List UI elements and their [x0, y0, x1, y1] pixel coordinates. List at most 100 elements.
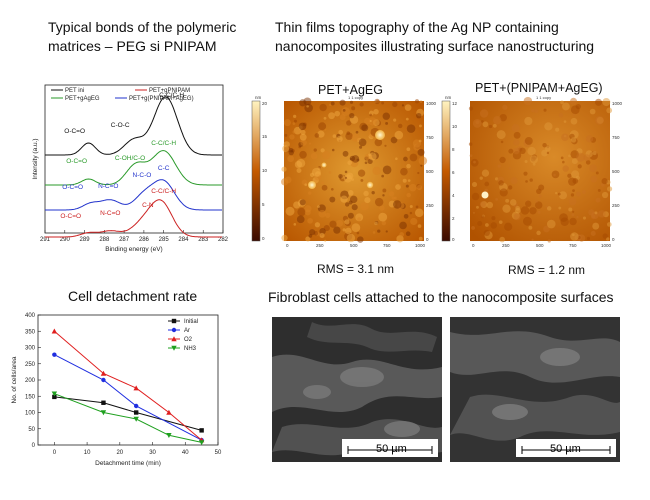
xps-y-label: Intensity (a.u.): [32, 138, 39, 179]
cell-y-tick: 200: [25, 378, 36, 384]
afm-right-y-3: 750: [612, 135, 620, 140]
afm-left-y-0: 0: [426, 237, 429, 242]
afm-right-scale-6: 0: [452, 237, 455, 242]
xps-peak-label: C-C/C-H: [159, 92, 184, 99]
xps-peak-label: C-OH/C-O: [115, 155, 145, 162]
xps-caption-line-2: matrices – PEG si PNIPAM: [48, 38, 217, 54]
xps-series-line: [45, 199, 222, 238]
afm-left-scale-2: 10: [262, 168, 268, 173]
cell-y-tick: 400: [25, 313, 36, 319]
afm-right-x-0: 0: [472, 243, 475, 248]
cell-data-point: [101, 377, 106, 383]
xps-legend-entry: PET+gPNIPAM: [149, 88, 190, 94]
cell-series-line: [54, 354, 202, 441]
afm-right-x-2: 500: [536, 243, 544, 248]
cell-legend-entry: O2: [184, 337, 193, 343]
cell-x-tick: 30: [149, 450, 156, 456]
sem-caption: Fibroblast cells attached to the nanocom…: [268, 289, 614, 305]
afm-left-x-0: 0: [286, 243, 289, 248]
afm-caption-line-2: nanocomposites illustrating surface nano…: [275, 38, 595, 54]
afm-left-scale-1: 15: [262, 134, 268, 139]
afm-right-scale-2: 8: [452, 147, 455, 152]
xps-x-tick: 284: [178, 237, 189, 243]
xps-peak-label: C-C/C-H: [151, 140, 176, 147]
xps-x-tick: 286: [139, 237, 150, 243]
sem-left-image: 50 µm: [272, 317, 442, 462]
afm-right-scale-3: 6: [452, 170, 455, 175]
xps-series-line: [45, 179, 222, 211]
cell-data-point: [171, 318, 177, 324]
cell-x-tick: 10: [84, 450, 91, 456]
cell-data-point: [171, 345, 177, 351]
afm-left-y-3: 750: [426, 135, 434, 140]
afm-left-y-1: 250: [426, 203, 434, 208]
afm-left-x-4: 1000: [415, 243, 426, 248]
cell-y-tick: 150: [25, 394, 36, 400]
xps-x-tick: 285: [159, 237, 170, 243]
cell-data-point: [171, 336, 177, 342]
cell-series-line: [54, 396, 202, 431]
cell-data-point: [101, 400, 106, 405]
cell-x-tick: 0: [53, 450, 57, 456]
xps-peak-label: C-O-C: [111, 122, 130, 129]
cell-y-label: No. of cells/area: [11, 356, 18, 403]
xps-series-line: [45, 96, 222, 156]
xps-caption: Typical bonds of the polymeric matrices …: [48, 18, 236, 56]
xps-x-tick: 288: [99, 237, 110, 243]
afm-right-rms: RMS = 1.2 nm: [508, 263, 586, 277]
xps-peak-label: O-C=O: [60, 213, 81, 220]
xps-peak-label: O-C=O: [66, 158, 87, 165]
afm-left-scale-0: 20: [262, 101, 268, 106]
afm-right-scale-0: 12: [452, 101, 458, 106]
cell-y-tick: 300: [25, 346, 36, 352]
afm-right-title: PET+(PNIPAM+AgEG): [475, 81, 603, 95]
cell-data-point: [51, 391, 58, 397]
cell-data-point: [133, 410, 139, 415]
xps-series-line: [45, 150, 222, 186]
xps-chart: 291 290 289 288 287 286 285 284 283 282 Binding en…: [32, 84, 229, 253]
afm-right-unit: nm: [445, 95, 452, 100]
xps-peak-label: C-N: [142, 202, 154, 209]
xps-x-label: Binding energy (eV): [105, 246, 162, 253]
afm-right-surface: [470, 101, 610, 241]
cell-y-tick: 0: [32, 443, 36, 449]
xps-peak-label: N-C-O: [133, 172, 152, 179]
cell-x-tick: 20: [116, 450, 123, 456]
xps-legend-entry: PET ini: [65, 88, 84, 94]
afm-right-scale-1: 10: [452, 124, 458, 129]
xps-legend-entry: PET+g(PNIPAM+AgEG): [129, 96, 194, 102]
cell-data-point: [166, 409, 172, 415]
cell-data-point: [171, 327, 177, 333]
cell-data-point: [133, 416, 139, 422]
afm-left-rms: RMS = 3.1 nm: [317, 262, 395, 276]
cell-x-tick: 50: [215, 450, 222, 456]
cell-data-point: [133, 403, 139, 409]
xps-x-tick: 291: [40, 237, 51, 243]
xps-x-tick: 290: [60, 237, 71, 243]
cell-caption: Cell detachment rate: [68, 288, 198, 304]
afm-right-x-4: 1000: [601, 243, 612, 248]
cell-data-point: [166, 433, 172, 438]
xps-x-tick: 282: [218, 237, 229, 243]
cell-series-line: [54, 393, 202, 443]
cell-data-point: [52, 394, 57, 400]
xps-peak-label: O-C=O: [62, 184, 83, 191]
xps-peak-label: O-C=O: [64, 128, 85, 135]
cell-data-point: [100, 370, 107, 376]
cell-y-tick: 250: [25, 362, 36, 368]
afm-right-image: nm 12 10 8 6 4 2 0 1 1 copy 0 250 500 75…: [441, 95, 623, 248]
cell-y-tick: 100: [25, 411, 36, 417]
cell-legend-entry: NH3: [184, 346, 197, 352]
cell-data-point: [199, 428, 204, 433]
afm-left-x-1: 250: [316, 243, 324, 248]
afm-left-x-2: 500: [350, 243, 358, 248]
xps-legend-entry: PET+gAgEG: [65, 96, 100, 102]
afm-right-scale-5: 2: [452, 216, 455, 221]
afm-right-x-3: 750: [569, 243, 577, 248]
afm-left-y-2: 500: [426, 169, 434, 174]
afm-left-scale-3: 5: [262, 202, 265, 207]
afm-caption: Thin films topography of the Ag NP conta…: [275, 18, 594, 56]
afm-caption-line-1: Thin films topography of the Ag NP conta…: [275, 19, 559, 35]
cell-chart: 0 50 100 150 200 250 300 350 400 0 10 20 30 40 50 Detac…: [11, 313, 222, 467]
cell-legend-entry: Initial: [184, 319, 198, 325]
